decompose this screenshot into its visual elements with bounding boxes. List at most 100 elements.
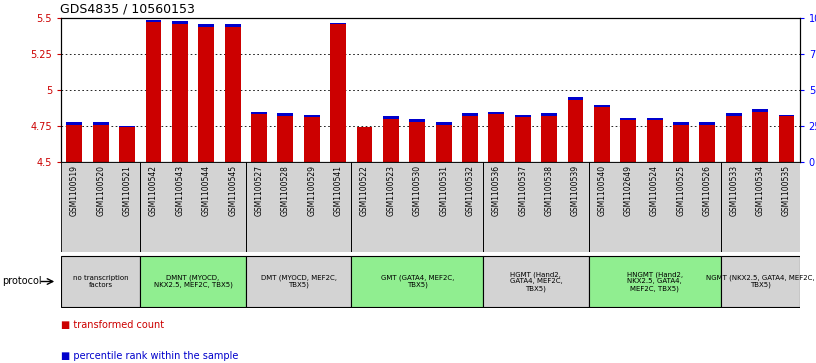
Text: GSM1100535: GSM1100535 xyxy=(782,165,791,216)
Bar xyxy=(277,113,293,116)
Text: GSM1100528: GSM1100528 xyxy=(281,165,290,216)
Bar xyxy=(410,122,425,162)
Text: GSM1100545: GSM1100545 xyxy=(228,165,237,216)
Bar xyxy=(61,162,140,252)
Text: DMT (MYOCD, MEF2C,
TBX5): DMT (MYOCD, MEF2C, TBX5) xyxy=(260,274,336,289)
Bar xyxy=(620,118,636,120)
Bar xyxy=(588,256,721,307)
Bar xyxy=(145,22,162,162)
Bar xyxy=(483,256,588,307)
Bar xyxy=(224,24,241,26)
Bar xyxy=(462,113,478,116)
Bar xyxy=(489,114,504,162)
Bar xyxy=(172,24,188,162)
Text: GSM1100519: GSM1100519 xyxy=(70,165,79,216)
Bar xyxy=(61,256,140,307)
Text: GSM1100522: GSM1100522 xyxy=(360,165,369,216)
Text: GSM1100532: GSM1100532 xyxy=(465,165,474,216)
Text: no transcription
factors: no transcription factors xyxy=(73,275,129,288)
Text: ■ transformed count: ■ transformed count xyxy=(61,320,164,330)
Text: GSM1100538: GSM1100538 xyxy=(544,165,553,216)
Text: GSM1100539: GSM1100539 xyxy=(571,165,580,216)
Bar xyxy=(246,256,352,307)
Bar xyxy=(721,256,800,307)
Text: HGMT (Hand2,
GATA4, MEF2C,
TBX5): HGMT (Hand2, GATA4, MEF2C, TBX5) xyxy=(509,271,562,292)
Bar xyxy=(721,162,800,252)
Bar xyxy=(778,115,795,116)
Bar xyxy=(304,117,320,162)
Bar xyxy=(752,111,768,162)
Bar xyxy=(588,162,721,252)
Bar xyxy=(93,122,109,125)
Bar xyxy=(673,125,689,162)
Bar xyxy=(383,119,399,162)
Bar xyxy=(352,162,483,252)
Bar xyxy=(752,109,768,111)
Bar xyxy=(541,113,557,116)
Bar xyxy=(568,100,583,162)
Bar xyxy=(489,112,504,114)
Bar xyxy=(483,162,588,252)
Text: GSM1100525: GSM1100525 xyxy=(676,165,685,216)
Text: GSM1100537: GSM1100537 xyxy=(518,165,527,216)
Bar xyxy=(436,122,451,125)
Bar xyxy=(383,116,399,119)
Bar xyxy=(410,119,425,122)
Bar xyxy=(699,125,716,162)
Text: GSM1100543: GSM1100543 xyxy=(175,165,184,216)
Text: ■ percentile rank within the sample: ■ percentile rank within the sample xyxy=(61,351,238,362)
Bar xyxy=(172,21,188,24)
Text: GSM1100544: GSM1100544 xyxy=(202,165,211,216)
Text: GSM1100520: GSM1100520 xyxy=(96,165,105,216)
Text: GSM1100531: GSM1100531 xyxy=(439,165,448,216)
Bar xyxy=(647,118,663,120)
Bar xyxy=(304,115,320,117)
Text: GSM1100523: GSM1100523 xyxy=(387,165,396,216)
Text: GSM1100524: GSM1100524 xyxy=(650,165,659,216)
Bar xyxy=(725,116,742,162)
Bar xyxy=(436,125,451,162)
Text: GSM1100542: GSM1100542 xyxy=(149,165,158,216)
Bar xyxy=(594,105,610,107)
Text: GSM1100530: GSM1100530 xyxy=(413,165,422,216)
Bar xyxy=(778,116,795,162)
Bar xyxy=(119,126,135,127)
Bar xyxy=(462,116,478,162)
Text: GSM1100540: GSM1100540 xyxy=(597,165,606,216)
Bar xyxy=(568,98,583,100)
Text: GSM1100526: GSM1100526 xyxy=(703,165,712,216)
Text: GSM1100541: GSM1100541 xyxy=(334,165,343,216)
Bar xyxy=(140,256,246,307)
Text: GSM1102649: GSM1102649 xyxy=(623,165,632,216)
Bar xyxy=(224,26,241,162)
Bar xyxy=(515,115,530,117)
Bar xyxy=(246,162,352,252)
Bar xyxy=(647,120,663,162)
Bar xyxy=(515,117,530,162)
Bar xyxy=(145,20,162,22)
Text: GMT (GATA4, MEF2C,
TBX5): GMT (GATA4, MEF2C, TBX5) xyxy=(380,274,454,289)
Bar xyxy=(594,107,610,162)
Bar xyxy=(673,122,689,125)
Text: GSM1100527: GSM1100527 xyxy=(255,165,264,216)
Bar xyxy=(330,23,346,24)
Bar xyxy=(66,125,82,162)
Bar xyxy=(357,127,372,162)
Bar xyxy=(66,122,82,125)
Bar xyxy=(251,114,267,162)
Bar xyxy=(541,116,557,162)
Bar xyxy=(330,24,346,162)
Text: DMNT (MYOCD,
NKX2.5, MEF2C, TBX5): DMNT (MYOCD, NKX2.5, MEF2C, TBX5) xyxy=(153,274,233,289)
Bar xyxy=(119,127,135,162)
Bar xyxy=(699,122,716,125)
Text: NGMT (NKX2.5, GATA4, MEF2C,
TBX5): NGMT (NKX2.5, GATA4, MEF2C, TBX5) xyxy=(706,274,814,289)
Text: HNGMT (Hand2,
NKX2.5, GATA4,
MEF2C, TBX5): HNGMT (Hand2, NKX2.5, GATA4, MEF2C, TBX5… xyxy=(627,271,683,292)
Bar xyxy=(140,162,246,252)
Bar xyxy=(198,26,214,162)
Bar xyxy=(198,24,214,26)
Bar xyxy=(93,125,109,162)
Bar xyxy=(352,256,483,307)
Text: GSM1100521: GSM1100521 xyxy=(122,165,131,216)
Text: GSM1100529: GSM1100529 xyxy=(308,165,317,216)
Text: protocol: protocol xyxy=(2,277,42,286)
